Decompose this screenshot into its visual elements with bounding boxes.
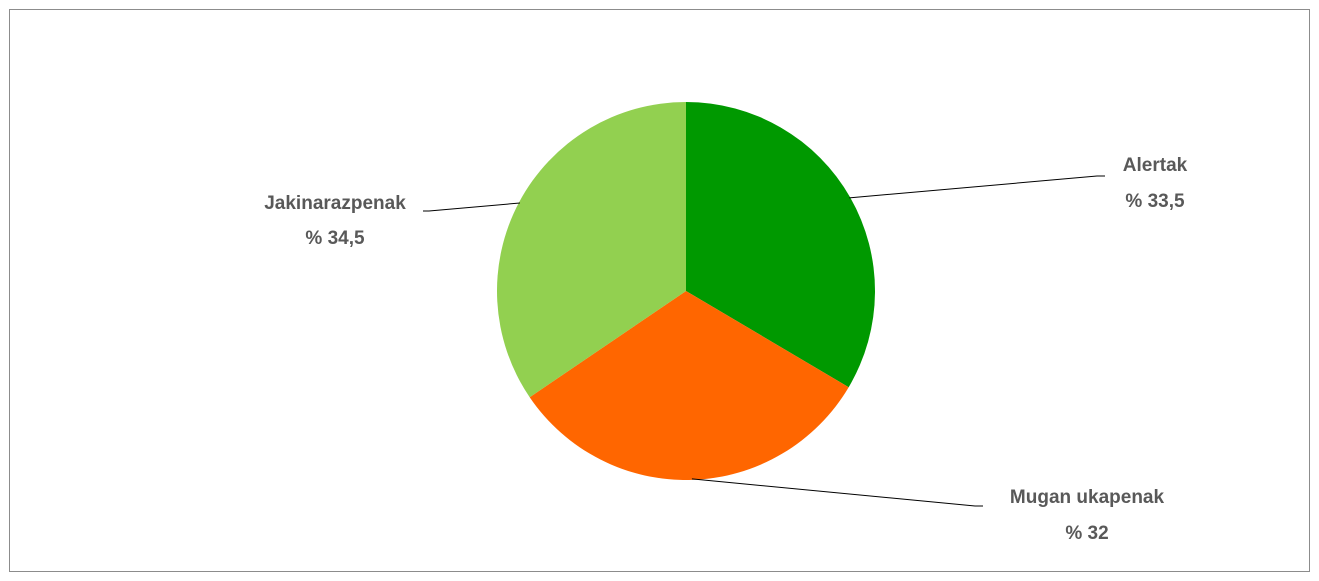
leader-line-jakinarazpenak	[423, 202, 520, 212]
slice-label-alertak: Alertak	[1123, 155, 1188, 176]
slice-label-mugan-ukapenak: Mugan ukapenak	[1010, 487, 1165, 508]
pie-slice-jakinarazpenak	[497, 102, 686, 398]
slice-label-jakinarazpenak: Jakinarazpenak	[264, 193, 406, 214]
slice-value-alertak: % 33,5	[1125, 191, 1185, 212]
pie-slice-mugan-ukapenak	[529, 291, 849, 480]
pie-slice-alertak	[686, 102, 876, 388]
leader-line-alertak	[849, 175, 1105, 199]
slice-value-mugan-ukapenak: % 32	[1065, 523, 1108, 544]
leader-line-mugan-ukapenak	[691, 478, 983, 507]
slice-value-jakinarazpenak: % 34,5	[305, 228, 365, 249]
